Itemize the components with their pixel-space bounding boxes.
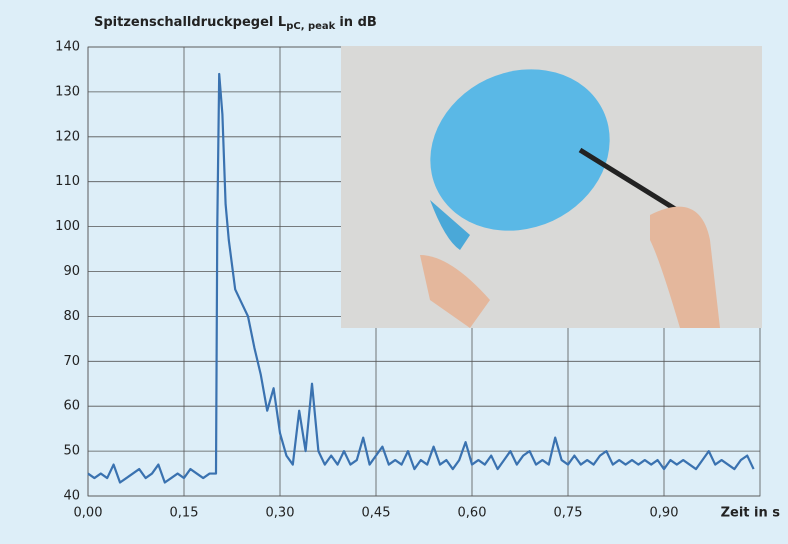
y-axis-label: Spitzenschalldruckpegel LpC, peak in dB xyxy=(94,15,377,33)
y-tick-label: 80 xyxy=(63,309,80,324)
x-tick-label: 0,15 xyxy=(170,506,199,521)
y-axis-label-sub: pC, peak xyxy=(286,21,335,32)
data-line xyxy=(87,72,755,484)
y-tick-label: 40 xyxy=(63,489,80,504)
y-tick-label: 130 xyxy=(55,84,80,99)
photo xyxy=(341,46,762,328)
x-tick-label: 0,60 xyxy=(458,506,487,521)
y-tick-label: 60 xyxy=(63,399,80,414)
y-tick-label: 50 xyxy=(63,444,80,459)
x-tick-label: 0,30 xyxy=(266,506,295,521)
y-tick-label: 120 xyxy=(55,129,80,144)
y-axis-label-main: Spitzenschalldruckpegel L xyxy=(94,15,286,30)
pin xyxy=(578,147,682,215)
y-tick-label: 100 xyxy=(55,219,80,234)
x-tick-label: 0,90 xyxy=(650,506,679,521)
hand-right xyxy=(650,206,720,328)
x-axis-label: Zeit in s xyxy=(721,506,781,521)
y-tick-label: 90 xyxy=(63,264,80,279)
x-tick-label: 0,75 xyxy=(554,506,583,521)
y-tick-label: 140 xyxy=(55,40,80,55)
y-axis-label-unit: in dB xyxy=(339,15,376,30)
x-tick-label: 0,45 xyxy=(362,506,391,521)
y-tick-label: 70 xyxy=(63,354,80,369)
hand-left xyxy=(420,255,490,328)
y-tick-label: 110 xyxy=(55,174,80,189)
x-tick-label: 0,00 xyxy=(74,506,103,521)
balloon-neck xyxy=(430,200,470,250)
balloon xyxy=(430,69,610,231)
